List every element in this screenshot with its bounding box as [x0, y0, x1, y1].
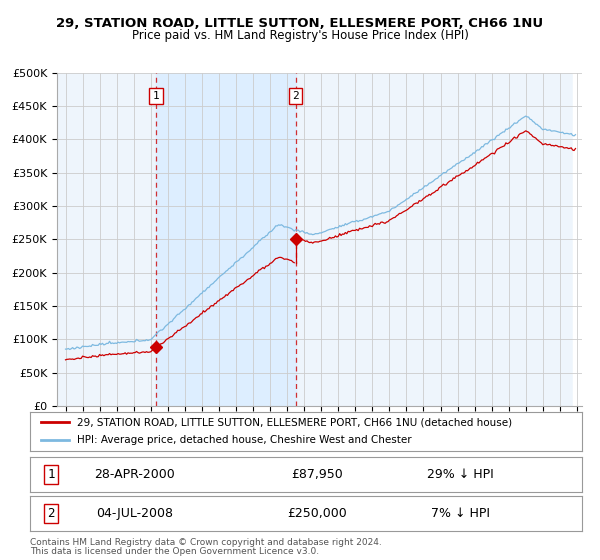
Text: 29% ↓ HPI: 29% ↓ HPI [427, 468, 494, 481]
Text: £87,950: £87,950 [291, 468, 343, 481]
Text: Price paid vs. HM Land Registry's House Price Index (HPI): Price paid vs. HM Land Registry's House … [131, 29, 469, 42]
Text: 1: 1 [153, 91, 160, 101]
Text: 04-JUL-2008: 04-JUL-2008 [97, 507, 173, 520]
Bar [572, 73, 582, 406]
Text: This data is licensed under the Open Government Licence v3.0.: This data is licensed under the Open Gov… [30, 547, 319, 556]
Text: 29, STATION ROAD, LITTLE SUTTON, ELLESMERE PORT, CH66 1NU (detached house): 29, STATION ROAD, LITTLE SUTTON, ELLESME… [77, 417, 512, 427]
Text: 28-APR-2000: 28-APR-2000 [95, 468, 175, 481]
Bar [156, 73, 296, 406]
Text: 2: 2 [292, 91, 299, 101]
Text: HPI: Average price, detached house, Cheshire West and Chester: HPI: Average price, detached house, Ches… [77, 435, 412, 445]
Text: 7% ↓ HPI: 7% ↓ HPI [431, 507, 490, 520]
Text: 1: 1 [47, 468, 55, 481]
Text: 29, STATION ROAD, LITTLE SUTTON, ELLESMERE PORT, CH66 1NU: 29, STATION ROAD, LITTLE SUTTON, ELLESME… [56, 17, 544, 30]
Text: Contains HM Land Registry data © Crown copyright and database right 2024.: Contains HM Land Registry data © Crown c… [30, 538, 382, 547]
Text: £250,000: £250,000 [287, 507, 347, 520]
Text: 2: 2 [47, 507, 55, 520]
